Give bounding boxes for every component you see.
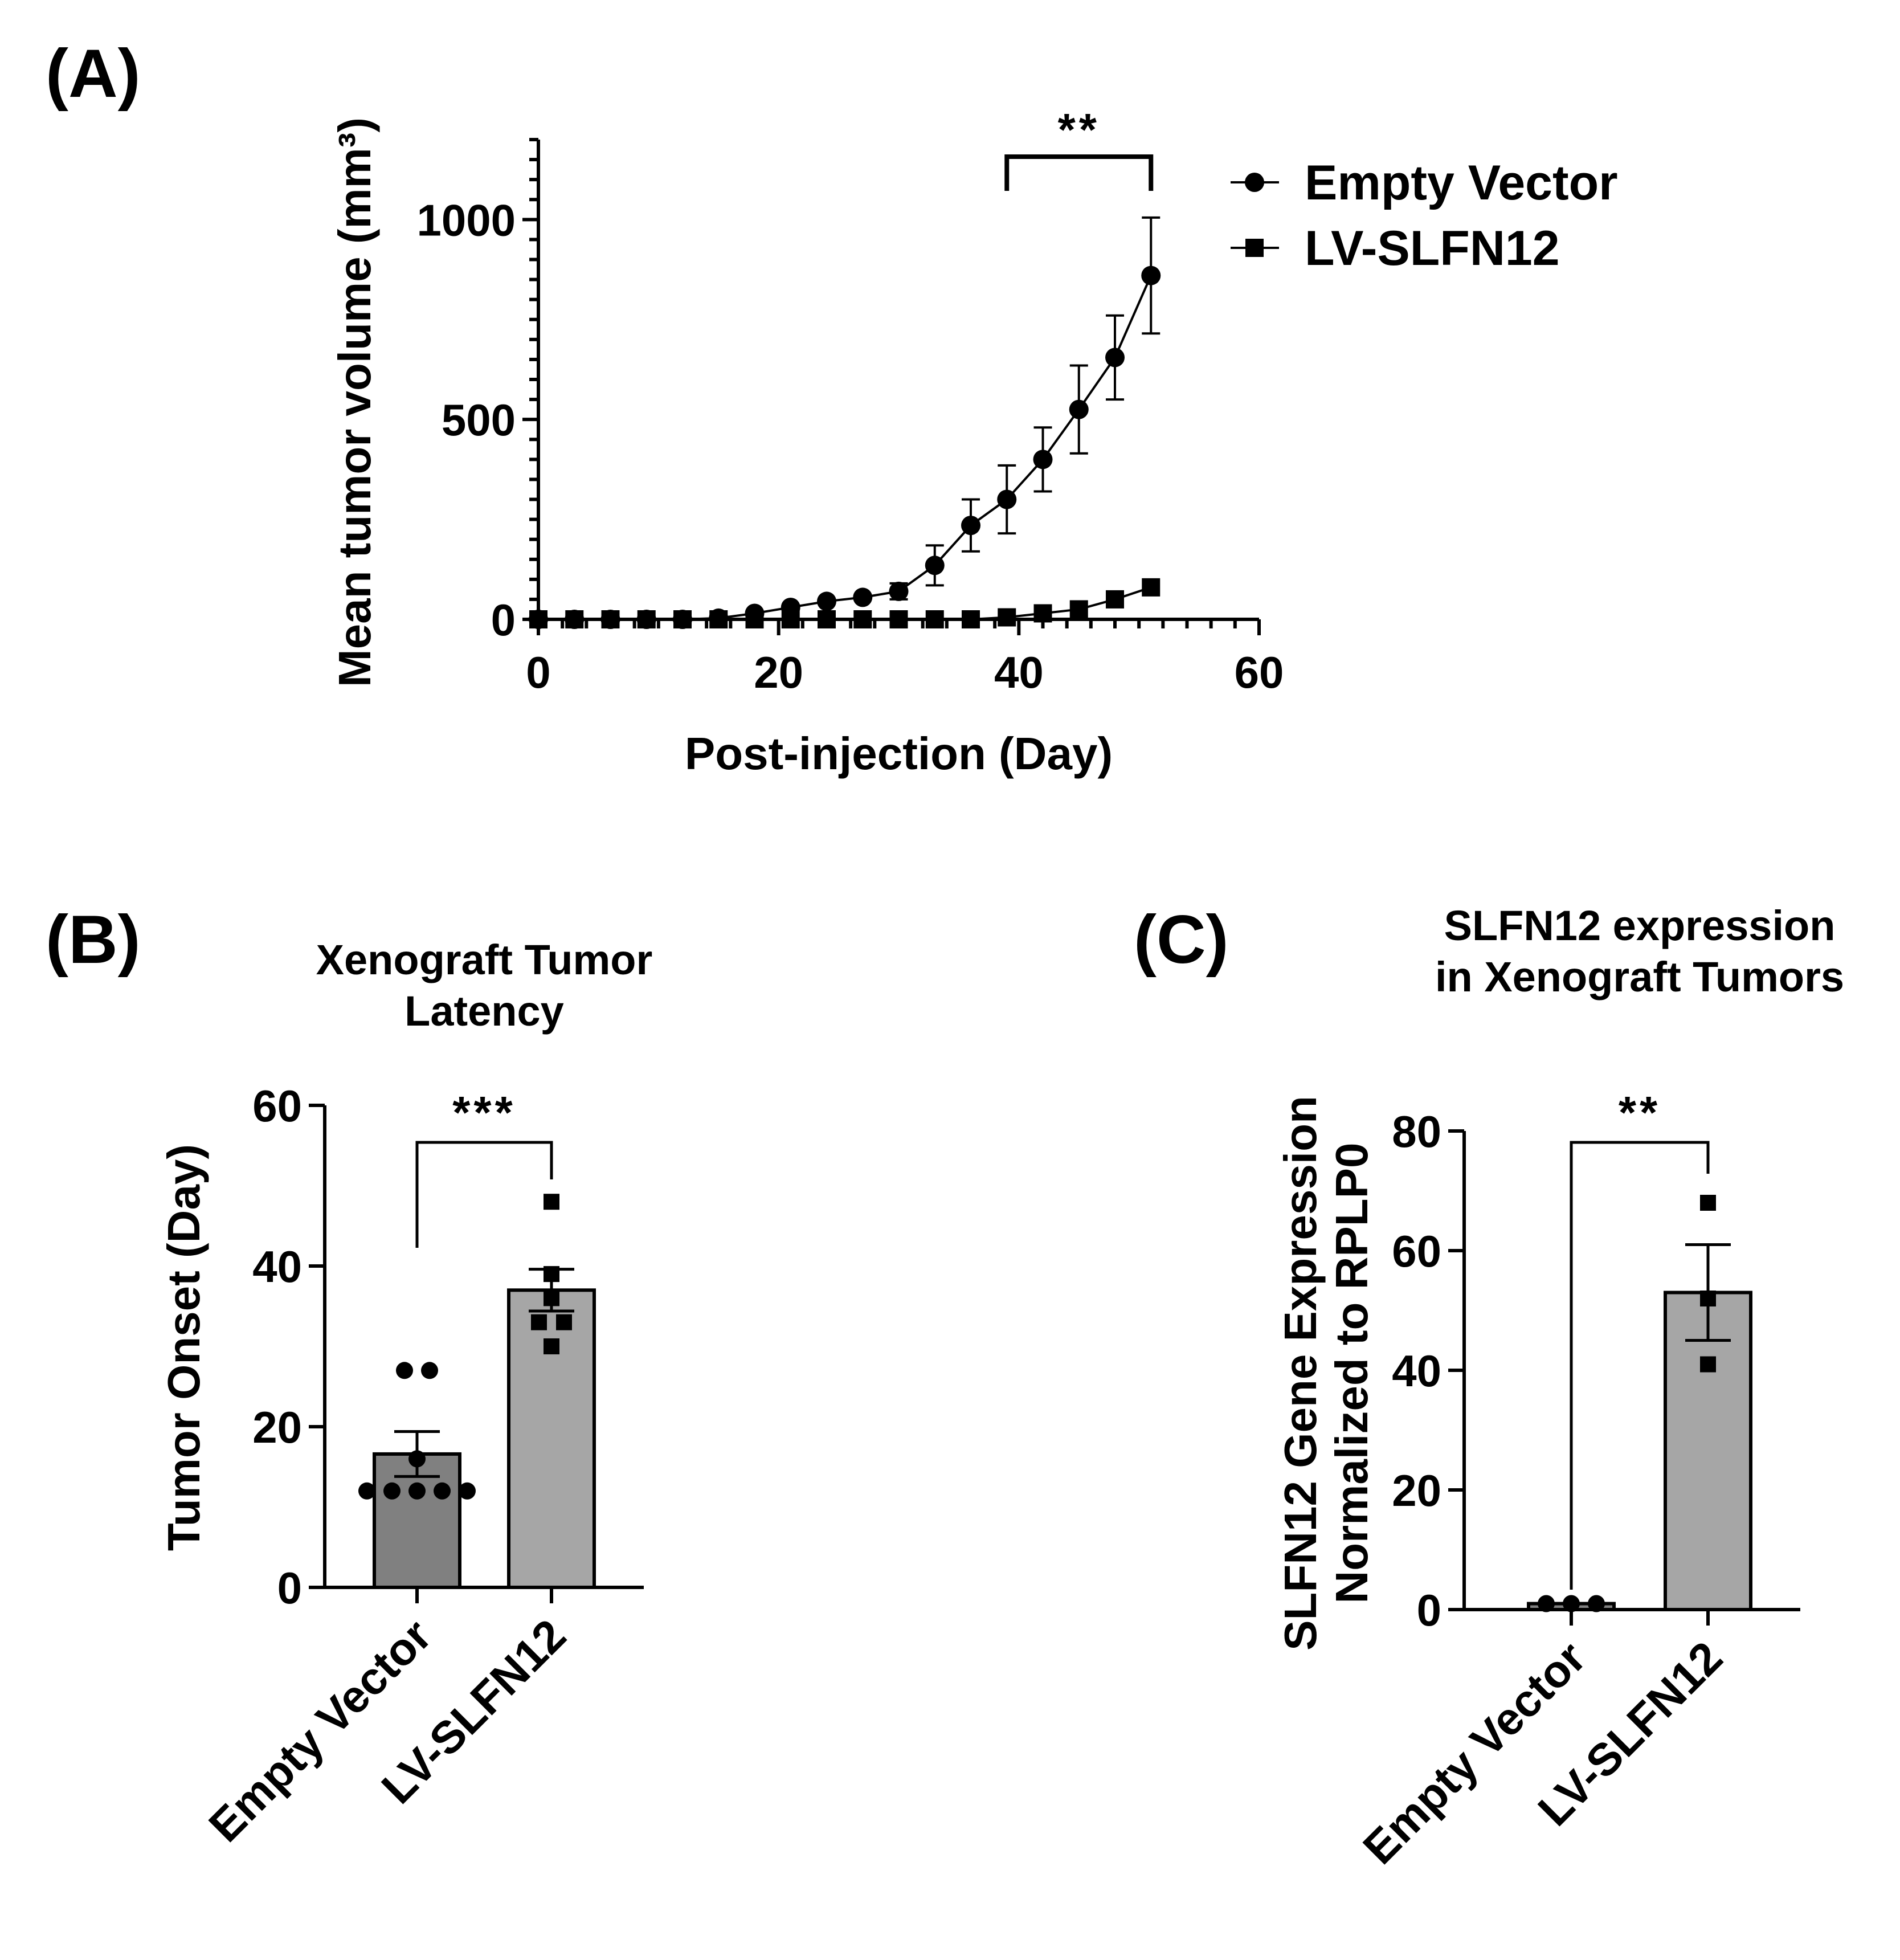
data-point bbox=[1700, 1195, 1716, 1211]
significance-label: ** bbox=[1058, 104, 1100, 155]
y-tick-label: 20 bbox=[252, 1402, 302, 1452]
y-tick-label: 0 bbox=[277, 1563, 302, 1613]
chart-title: Xenograft Tumor bbox=[316, 936, 653, 983]
y-tick-label: 500 bbox=[442, 395, 516, 445]
data-point bbox=[529, 610, 547, 628]
y-tick-label: 40 bbox=[252, 1242, 302, 1292]
data-point bbox=[962, 610, 980, 628]
data-point bbox=[818, 610, 836, 628]
x-tick-label: 60 bbox=[1235, 647, 1284, 697]
data-point bbox=[1588, 1595, 1605, 1612]
bar bbox=[1664, 1291, 1752, 1611]
y-tick-label: 40 bbox=[1392, 1346, 1441, 1396]
significance-bracket bbox=[1570, 1141, 1710, 1590]
data-point bbox=[889, 581, 909, 601]
y-tick-label: 1000 bbox=[416, 195, 516, 245]
data-point bbox=[1105, 348, 1125, 368]
data-point bbox=[1069, 399, 1089, 419]
legend-marker bbox=[1245, 173, 1264, 192]
y-tick-label: 80 bbox=[1392, 1106, 1441, 1157]
x-tick-label: Empty Vector bbox=[1354, 1632, 1595, 1873]
data-point bbox=[408, 1482, 426, 1500]
x-axis-label: Post-injection (Day) bbox=[685, 728, 1113, 779]
y-tick-label: 0 bbox=[491, 595, 516, 645]
data-point bbox=[673, 610, 692, 628]
chart-title: SLFN12 expression bbox=[1444, 902, 1836, 949]
data-point bbox=[1141, 266, 1161, 285]
y-axis-label: Normalized to RPLP0 bbox=[1326, 1142, 1377, 1603]
panel-c-label: (C) bbox=[1134, 901, 1229, 978]
data-point bbox=[853, 587, 873, 607]
data-point bbox=[925, 556, 945, 575]
data-point bbox=[1538, 1595, 1555, 1612]
data-point bbox=[925, 610, 944, 628]
data-point bbox=[961, 516, 980, 536]
y-tick-label: 60 bbox=[252, 1081, 302, 1131]
series-line bbox=[538, 586, 1151, 620]
data-point bbox=[709, 610, 728, 628]
y-tick-label: 60 bbox=[1392, 1226, 1441, 1276]
data-point bbox=[1563, 1595, 1580, 1612]
chart-a: 0 500 1000 0 20 40 60 Post-injection (Day) Mean … bbox=[329, 104, 1618, 779]
y-axis-label: SLFN12 Gene Expression bbox=[1275, 1096, 1326, 1651]
data-point bbox=[1069, 600, 1088, 619]
legend-marker bbox=[1245, 239, 1264, 257]
panel-a-label: (A) bbox=[46, 35, 141, 112]
data-point bbox=[396, 1362, 413, 1379]
significance-label: ** bbox=[1619, 1087, 1661, 1138]
data-point bbox=[565, 610, 584, 628]
data-point bbox=[889, 610, 908, 628]
data-point bbox=[1033, 450, 1053, 469]
data-point bbox=[544, 1338, 559, 1354]
data-point bbox=[383, 1482, 401, 1500]
x-tick-label: Empty Vector bbox=[199, 1610, 441, 1851]
data-point bbox=[1106, 590, 1124, 609]
significance-label: *** bbox=[452, 1087, 516, 1138]
significance-bracket bbox=[1004, 154, 1154, 191]
bar bbox=[507, 1288, 596, 1590]
data-point bbox=[556, 1314, 572, 1330]
y-tick-label: 0 bbox=[1417, 1585, 1441, 1635]
data-point bbox=[1033, 604, 1052, 623]
data-point bbox=[531, 1314, 547, 1330]
series-line bbox=[538, 275, 1153, 620]
data-point bbox=[997, 489, 1017, 509]
y-axis-label: Tumor Onset (Day) bbox=[158, 1144, 209, 1551]
data-point bbox=[637, 610, 656, 628]
y-tick-label: 20 bbox=[1392, 1465, 1441, 1516]
data-point bbox=[358, 1482, 375, 1500]
data-point bbox=[434, 1482, 451, 1500]
data-point bbox=[745, 610, 764, 628]
data-point bbox=[853, 610, 872, 628]
data-point bbox=[544, 1194, 559, 1210]
significance-bracket bbox=[415, 1141, 553, 1248]
chart-title: Latency bbox=[404, 987, 564, 1035]
data-point bbox=[1142, 578, 1161, 597]
x-tick-label: 40 bbox=[994, 647, 1044, 697]
y-axis-label: Mean tumor volume (mm³) bbox=[329, 117, 380, 687]
chart-title: in Xenograft Tumors bbox=[1435, 953, 1844, 1001]
data-point bbox=[817, 591, 836, 611]
legend-label: LV-SLFN12 bbox=[1305, 221, 1560, 276]
legend-label: Empty Vector bbox=[1305, 156, 1618, 210]
x-tick-label: 20 bbox=[754, 647, 803, 697]
data-point bbox=[1700, 1356, 1716, 1373]
panel-b-label: (B) bbox=[46, 901, 141, 978]
data-point bbox=[601, 610, 620, 628]
data-point bbox=[421, 1362, 438, 1379]
data-point bbox=[781, 610, 800, 628]
data-point bbox=[459, 1482, 476, 1500]
data-point bbox=[998, 608, 1016, 627]
x-tick-label: 0 bbox=[526, 647, 550, 697]
